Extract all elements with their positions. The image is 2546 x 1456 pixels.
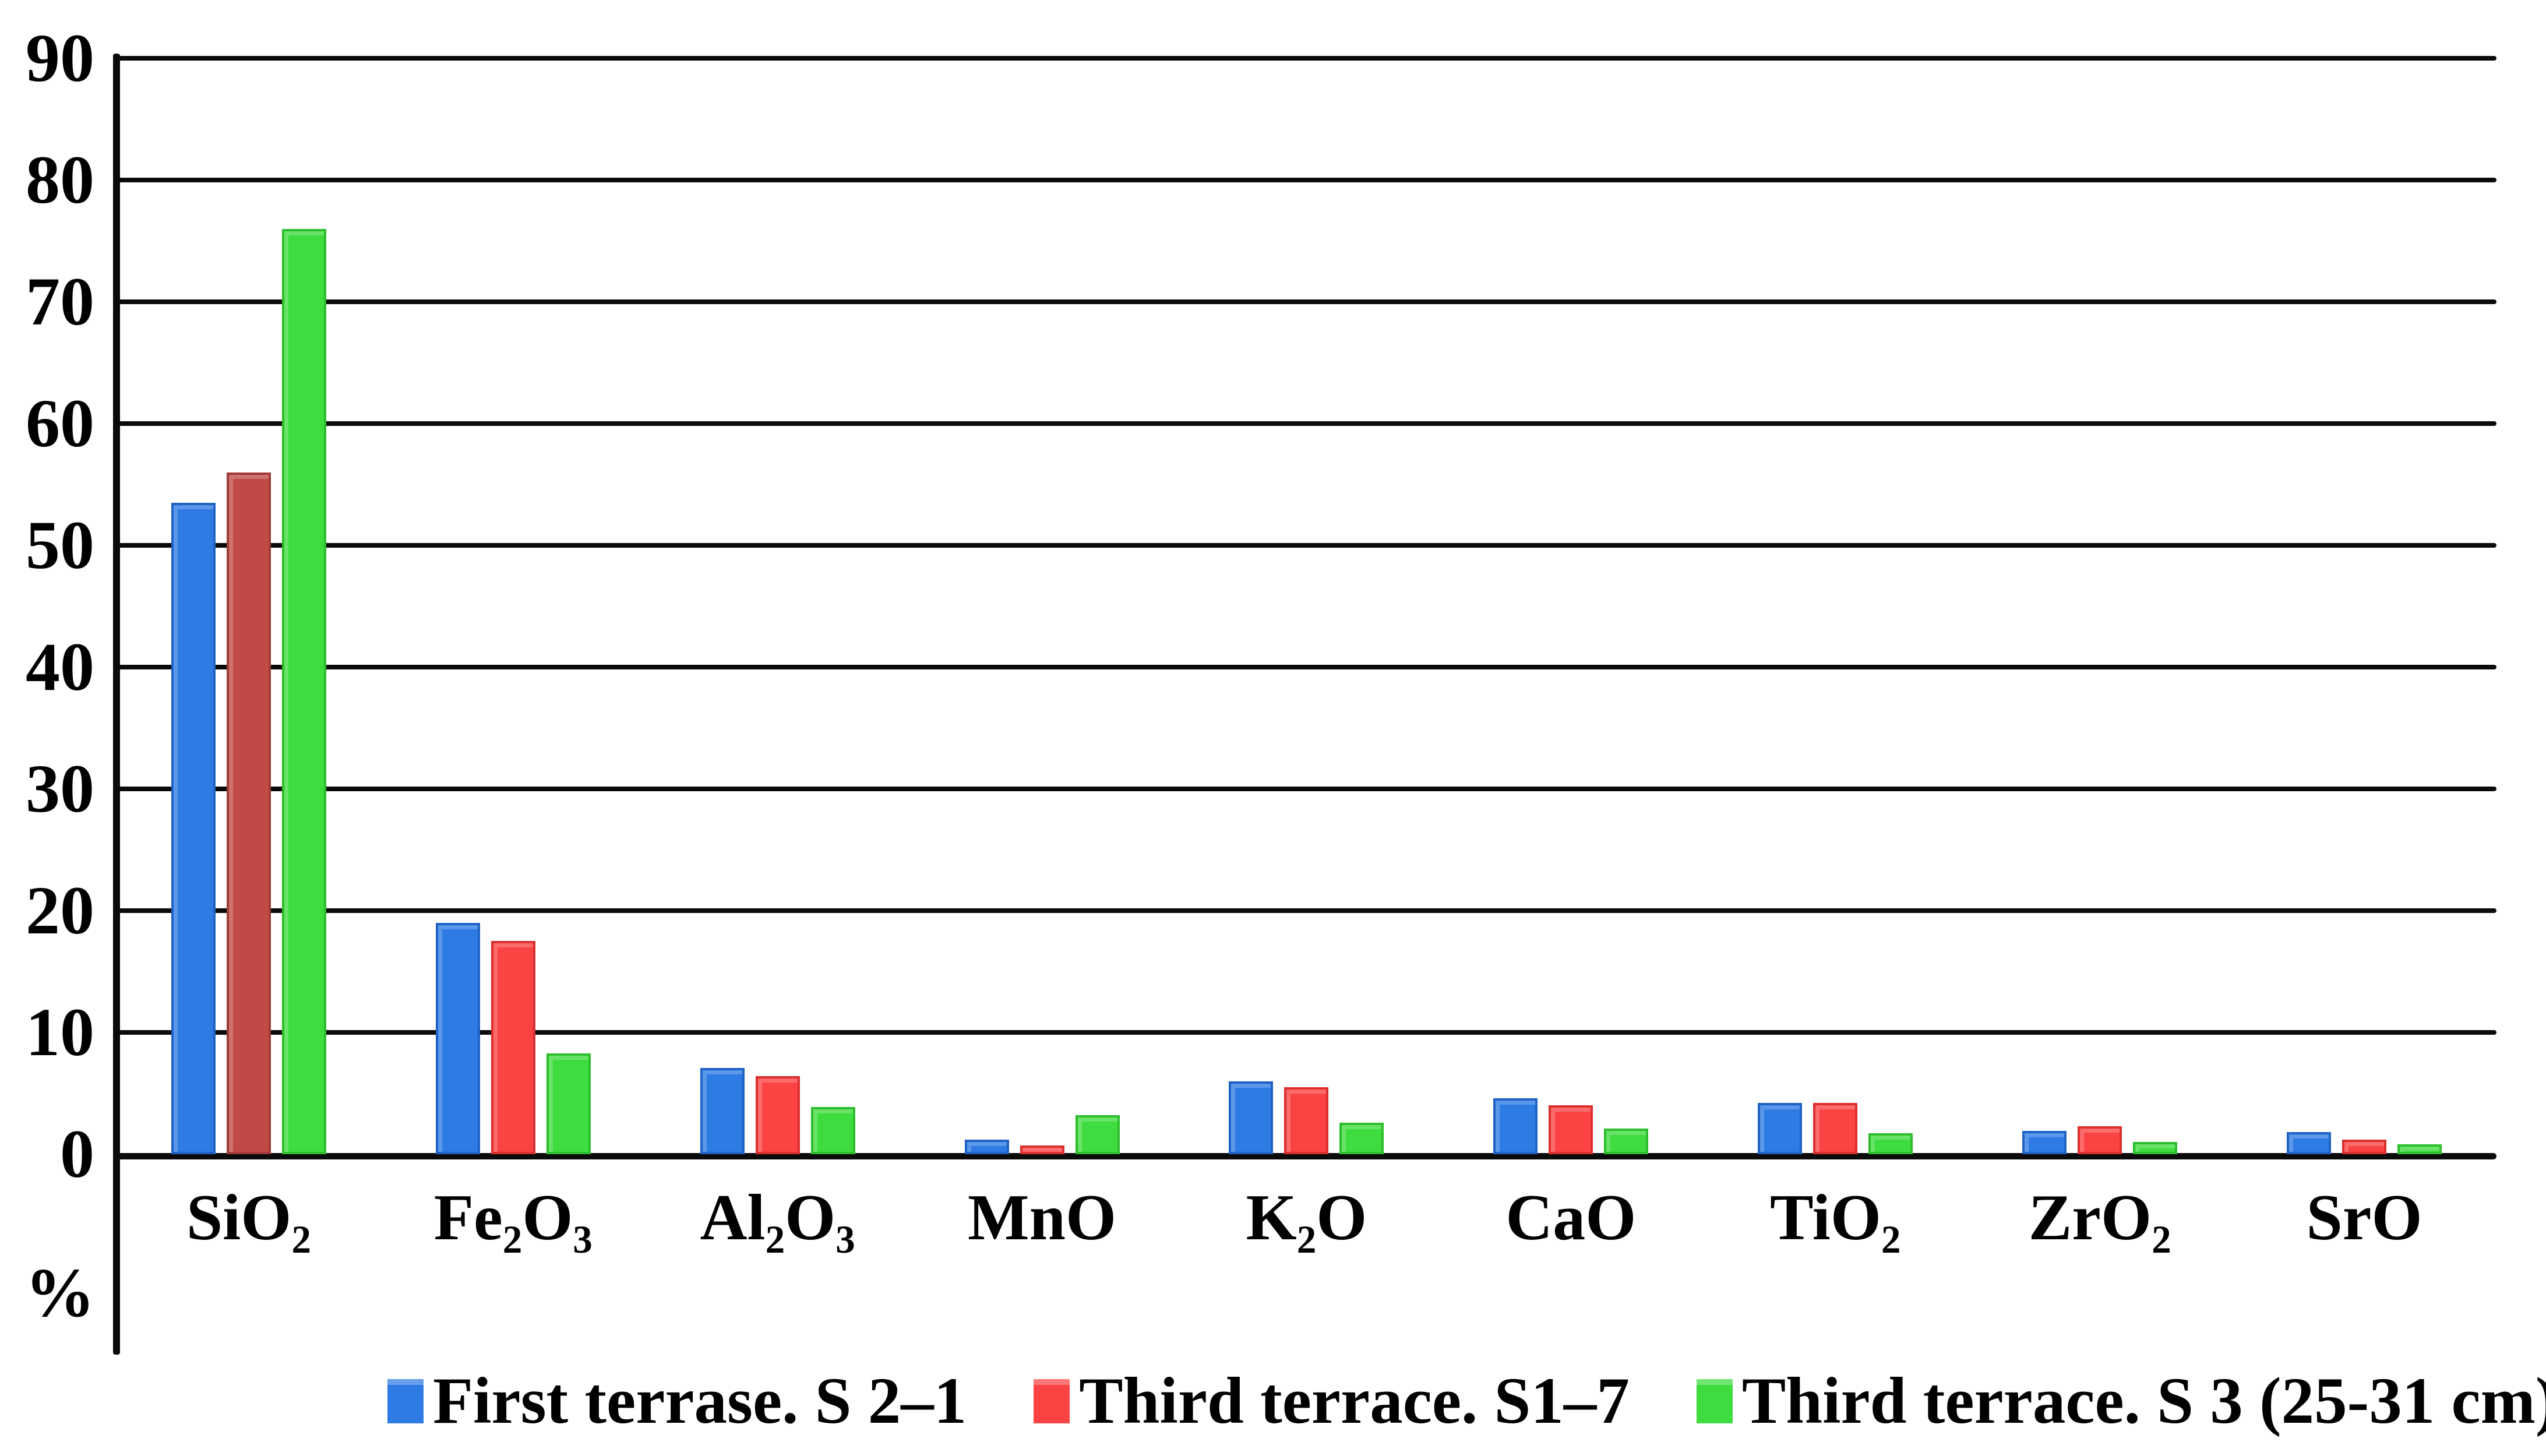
bar-series2-6 bbox=[1868, 1133, 1913, 1154]
x-category-label-2: Al₂O₃ bbox=[700, 1182, 855, 1254]
x-category-label-3: MnO bbox=[968, 1182, 1117, 1254]
bar-group-2 bbox=[646, 58, 910, 1154]
y-gridline-40 bbox=[117, 665, 2496, 669]
bar-group-6 bbox=[1703, 58, 1967, 1154]
legend: First terrase. S 2–1 Third terrace. S1–7 T… bbox=[387, 1360, 2546, 1442]
legend-label: Third terrace. S1–7 bbox=[1079, 1365, 1630, 1437]
x-category-label-4: K₂O bbox=[1246, 1182, 1367, 1254]
plot-area bbox=[117, 56, 2496, 1159]
bar-series0-8 bbox=[2287, 1132, 2332, 1154]
bar-series2-8 bbox=[2397, 1144, 2442, 1154]
bar-series0-4 bbox=[1229, 1081, 1274, 1154]
bar-series2-1 bbox=[546, 1053, 591, 1154]
bar-series2-7 bbox=[2133, 1142, 2178, 1154]
bar-series1-2 bbox=[755, 1076, 800, 1154]
legend-label: First terrase. S 2–1 bbox=[433, 1365, 967, 1437]
bar-group-8 bbox=[2232, 58, 2496, 1154]
bar-series0-1 bbox=[435, 922, 480, 1154]
bar-group-1 bbox=[381, 58, 646, 1154]
legend-item-1: Third terrace. S1–7 bbox=[1034, 1363, 1630, 1439]
bar-series0-2 bbox=[700, 1067, 745, 1154]
legend-item-2: Third terrace. S 3 (25-31 cm) bbox=[1696, 1363, 2546, 1439]
legend-swatch-icon bbox=[387, 1379, 424, 1423]
y-gridline-50 bbox=[117, 543, 2496, 548]
y-gridline-20 bbox=[117, 908, 2496, 913]
legend-label: Third terrace. S 3 (25-31 cm) bbox=[1741, 1365, 2546, 1437]
bar-series1-0 bbox=[226, 472, 271, 1154]
y-tick-label-70: 70 bbox=[26, 263, 94, 340]
bar-series1-8 bbox=[2342, 1139, 2387, 1154]
y-tick-label-60: 60 bbox=[26, 385, 94, 461]
bar-group-0 bbox=[117, 58, 381, 1154]
bar-series0-6 bbox=[1758, 1103, 1803, 1154]
y-gridline-0 bbox=[117, 1153, 2496, 1159]
bar-series2-4 bbox=[1339, 1122, 1384, 1154]
y-tick-label-50: 50 bbox=[26, 507, 94, 583]
x-category-label-5: CaO bbox=[1505, 1182, 1637, 1254]
bar-series1-4 bbox=[1284, 1087, 1329, 1154]
x-category-label-1: Fe₂O₃ bbox=[433, 1182, 593, 1254]
x-category-label-0: SiO₂ bbox=[186, 1182, 311, 1254]
y-tick-label-30: 30 bbox=[26, 750, 94, 827]
bar-series2-0 bbox=[281, 228, 326, 1154]
legend-swatch-icon bbox=[1034, 1379, 1070, 1423]
y-axis-line bbox=[113, 54, 120, 1355]
y-tick-label-10: 10 bbox=[26, 994, 94, 1070]
bar-series1-6 bbox=[1813, 1103, 1858, 1154]
y-gridline-60 bbox=[117, 421, 2496, 426]
legend-item-0: First terrase. S 2–1 bbox=[387, 1363, 967, 1439]
bar-series1-7 bbox=[2078, 1126, 2122, 1154]
y-gridline-30 bbox=[117, 787, 2496, 791]
y-tick-label-80: 80 bbox=[26, 142, 94, 218]
bar-series2-2 bbox=[810, 1106, 855, 1154]
bar-group-4 bbox=[1175, 58, 1439, 1154]
y-gridline-10 bbox=[117, 1030, 2496, 1035]
bar-group-3 bbox=[910, 58, 1175, 1154]
x-category-label-7: ZrO₂ bbox=[2028, 1182, 2171, 1254]
y-axis-unit-label: % bbox=[25, 1254, 95, 1331]
y-tick-label-20: 20 bbox=[26, 872, 94, 949]
bar-series1-3 bbox=[1020, 1145, 1064, 1154]
bar-series2-5 bbox=[1604, 1129, 1649, 1154]
legend-swatch-icon bbox=[1696, 1379, 1733, 1423]
x-category-label-6: TiO₂ bbox=[1770, 1182, 1901, 1254]
bar-series1-5 bbox=[1549, 1105, 1593, 1154]
x-category-label-8: SrO bbox=[2306, 1182, 2422, 1254]
bar-series0-0 bbox=[171, 502, 216, 1154]
bar-series2-3 bbox=[1075, 1115, 1120, 1154]
y-tick-label-40: 40 bbox=[26, 629, 94, 705]
y-gridline-90 bbox=[117, 56, 2496, 61]
bar-group-7 bbox=[1967, 58, 2232, 1154]
bar-group-5 bbox=[1438, 58, 1703, 1154]
y-tick-label-0: 0 bbox=[60, 1116, 94, 1192]
bar-series0-7 bbox=[2022, 1131, 2067, 1154]
bar-series0-3 bbox=[964, 1139, 1009, 1154]
y-gridline-70 bbox=[117, 299, 2496, 304]
y-gridline-80 bbox=[117, 178, 2496, 182]
bar-series0-5 bbox=[1493, 1098, 1538, 1154]
y-tick-label-90: 90 bbox=[26, 20, 94, 96]
bar-series1-1 bbox=[491, 941, 535, 1154]
